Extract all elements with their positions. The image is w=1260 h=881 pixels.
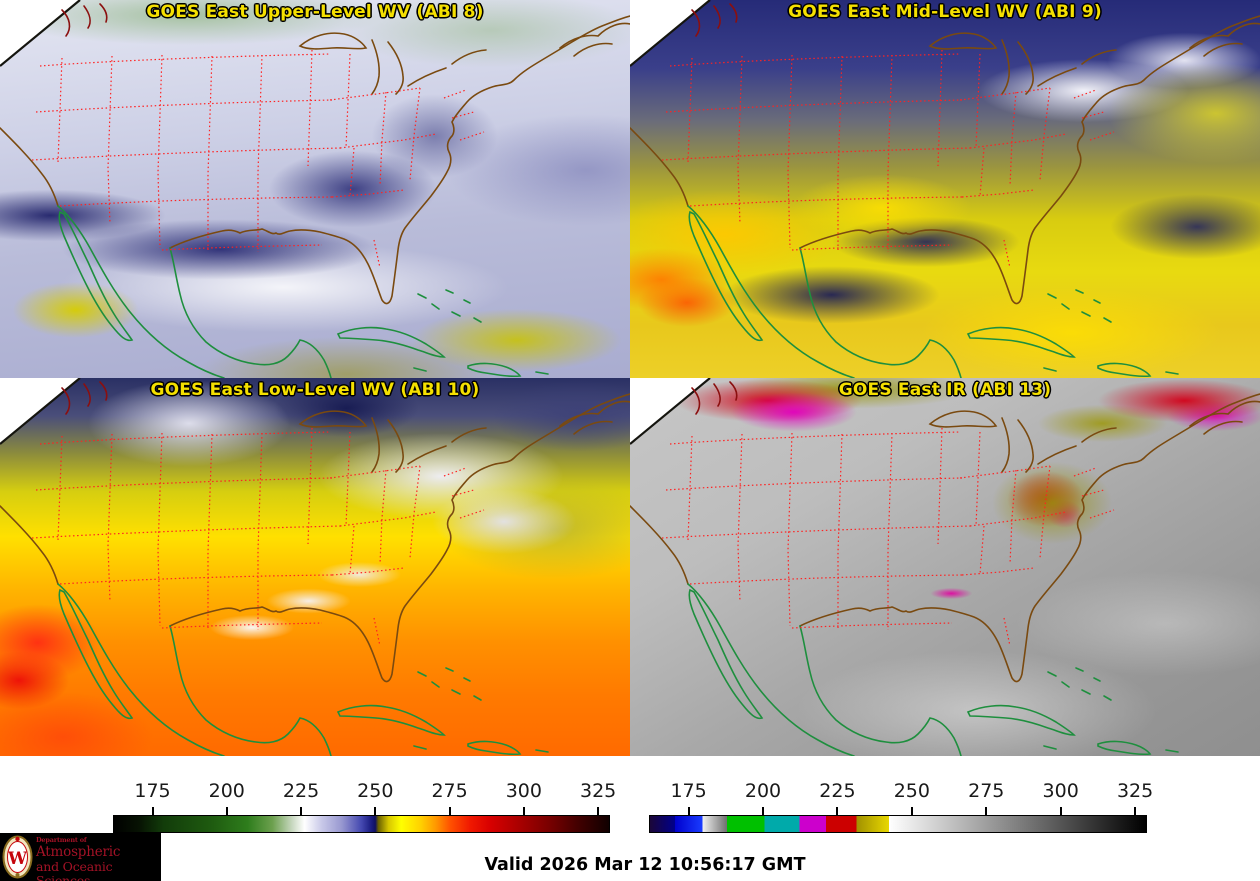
- us-coastline: [630, 393, 1260, 683]
- colorbar-tick-mark: [597, 807, 600, 816]
- map-overlay: [0, 0, 630, 378]
- panel-title-mid-wv: GOES East Mid-Level WV (ABI 9): [788, 2, 1102, 22]
- panel-upper-level-wv: GOES East Upper-Level WV (ABI 8): [0, 0, 630, 378]
- colorbar-tick-label: 225: [282, 780, 320, 802]
- canada-coast-detail: [61, 381, 108, 415]
- basemap-overlay: [630, 0, 1260, 378]
- international-coastline: [57, 205, 549, 378]
- satellite-panel-grid: GOES East Upper-Level WV (ABI 8) GO: [0, 0, 1260, 756]
- panel-low-level-wv: GOES East Low-Level WV (ABI 10): [0, 378, 630, 756]
- colorbar-tick-label: 200: [744, 780, 782, 802]
- colorbar-tick-label: 250: [893, 780, 930, 802]
- us-coastline: [0, 393, 630, 683]
- colorbar-tick-label: 325: [1116, 780, 1154, 802]
- colorbar-tick-label: 300: [1042, 780, 1079, 802]
- colorbar-tick-mark: [522, 807, 525, 816]
- colorbar-tick-mark: [1059, 807, 1062, 816]
- panel-title-upper-wv: GOES East Upper-Level WV (ABI 8): [146, 2, 484, 22]
- colorbar-tick-mark: [448, 807, 451, 816]
- state-borders: [661, 49, 1115, 269]
- canada-coast-detail: [691, 381, 738, 415]
- scan-edge-line: [630, 0, 711, 67]
- colorbar-tick-mark: [374, 807, 377, 816]
- canada-coast-detail: [691, 3, 738, 37]
- valid-timestamp: Valid 2026 Mar 12 10:56:17 GMT: [484, 855, 806, 875]
- colorbar-wv-gradient: [113, 815, 610, 833]
- basemap-overlay: [630, 378, 1260, 756]
- colorbar-ir-gradient: [649, 815, 1147, 833]
- colorbar-ir: 175 200 225 250 275 300 325: [649, 756, 1153, 851]
- colorbar-tick-mark: [985, 807, 988, 816]
- colorbar-tick-label: 175: [670, 780, 707, 802]
- scan-edge-line: [0, 378, 81, 445]
- colorbar-wv: 175 200 225 250 275 300 325: [113, 756, 616, 851]
- colorbar-tick-mark: [300, 807, 303, 816]
- scan-edge-line: [0, 0, 81, 67]
- uw-aos-logo: W Department of Atmospheric and Oceanic …: [0, 833, 161, 881]
- international-coastline: [687, 205, 1179, 378]
- colorbar-tick-label: 250: [357, 780, 394, 802]
- colorbar-tick-label: 200: [208, 780, 245, 802]
- colorbar-tick-label: 325: [579, 780, 617, 802]
- colorbar-tick-mark: [151, 807, 154, 816]
- canada-coast-detail: [61, 3, 108, 37]
- map-overlay: [630, 378, 1260, 756]
- colorbar-tick-mark: [762, 807, 764, 816]
- uw-aos-logo-text: Department of Atmospheric and Oceanic Sc…: [36, 836, 161, 881]
- state-borders: [661, 427, 1115, 647]
- panel-mid-level-wv: GOES East Mid-Level WV (ABI 9): [630, 0, 1260, 378]
- colorbar-tick-mark: [836, 807, 839, 816]
- colorbar-tick-label: 275: [968, 780, 1005, 802]
- footer: 175 200 225 250 275 300 325 175 200 225 250 275 300…: [0, 756, 1260, 881]
- map-overlay: [0, 378, 630, 756]
- colorbar-tick-mark: [1134, 807, 1137, 816]
- panel-ir: GOES East IR (ABI 13): [630, 378, 1260, 756]
- state-borders: [31, 427, 485, 647]
- colorbar-tick-mark: [910, 807, 913, 816]
- logo-line2: and Oceanic Sciences: [36, 859, 113, 881]
- basemap-overlay: [0, 378, 630, 756]
- panel-title-ir: GOES East IR (ABI 13): [838, 380, 1052, 400]
- colorbar-tick-label: 175: [134, 780, 171, 802]
- panel-title-low-wv: GOES East Low-Level WV (ABI 10): [150, 380, 480, 400]
- us-coastline: [630, 15, 1260, 305]
- logo-line1: Atmospheric: [36, 844, 121, 860]
- colorbar-tick-label: 300: [505, 780, 542, 802]
- uw-crest-icon: W: [2, 835, 33, 879]
- colorbar-tick-label: 225: [819, 780, 856, 802]
- colorbar-tick-mark: [687, 807, 690, 816]
- international-coastline: [687, 583, 1179, 756]
- map-overlay: [630, 0, 1260, 378]
- state-borders: [31, 49, 485, 269]
- colorbar-tick-mark: [225, 807, 228, 816]
- us-coastline: [0, 15, 630, 305]
- logo-dept-of: Department of: [36, 836, 87, 844]
- colorbar-tick-label: 275: [431, 780, 468, 802]
- svg-text:W: W: [7, 849, 28, 869]
- scan-edge-line: [630, 378, 711, 445]
- basemap-overlay: [0, 0, 630, 378]
- international-coastline: [57, 583, 549, 756]
